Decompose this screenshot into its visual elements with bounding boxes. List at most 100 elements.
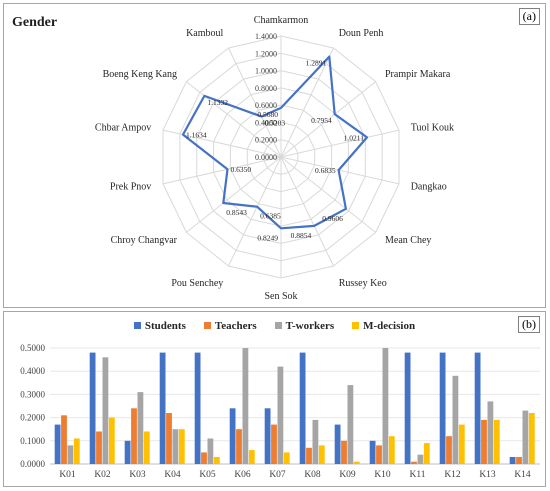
legend-swatch [203, 322, 211, 329]
radar-category-label: Chroy Changvar [111, 235, 178, 246]
radar-category-label: Russey Keo [339, 278, 387, 289]
radar-value-label: 1.1634 [186, 131, 207, 140]
radar-category-label: Kamboul [186, 28, 223, 39]
radar-category-label: Doun Penh [339, 28, 384, 39]
bar-legend: Students Teachers T-workers M-decision [4, 320, 545, 332]
radar-tick-label: 0.6000 [255, 101, 277, 110]
bar-x-tick-label: K03 [129, 470, 146, 480]
bar-m-decision-k13 [493, 419, 500, 464]
bar-teachers-k05 [201, 452, 207, 464]
bar-m-decision-k10 [388, 436, 395, 464]
bar-x-tick-label: K09 [339, 470, 356, 480]
bar-x-tick-label: K04 [164, 470, 181, 480]
bar-teachers-k09 [341, 440, 347, 464]
legend-item: M-decision [352, 320, 415, 332]
bar-t-workers-k06 [242, 348, 249, 464]
bar-y-tick-label: 0.4000 [20, 366, 45, 376]
legend-swatch [352, 322, 360, 329]
radar-spoke [228, 47, 282, 158]
bar-students-k04 [159, 352, 166, 464]
bar-y-tick-label: 0.1000 [20, 436, 45, 446]
bar-teachers-k12 [446, 436, 452, 464]
bar-teachers-k11 [411, 461, 417, 464]
bar-x-tick-label: K13 [479, 470, 496, 480]
bar-y-tick-label: 0.2000 [20, 413, 45, 423]
bar-students-k02 [89, 352, 96, 464]
bar-t-workers-k09 [347, 385, 354, 464]
bar-students-k07 [264, 408, 271, 464]
bar-x-tick-label: K05 [199, 470, 216, 480]
bar-t-workers-k08 [312, 419, 319, 464]
radar-value-label: 0.6350 [231, 165, 252, 174]
bar-teachers-k14 [516, 457, 522, 464]
bar-students-k14 [509, 457, 516, 464]
bar-students-k06 [229, 408, 236, 464]
radar-category-label: Sen Sok [264, 291, 297, 302]
radar-value-label: 1.2891 [306, 59, 327, 68]
radar-tick-label: 0.8000 [255, 84, 277, 93]
radar-tick-label: 1.2000 [255, 49, 277, 58]
bar-panel: Students Teachers T-workers M-decision (b) … [3, 311, 546, 487]
radar-spoke [280, 81, 376, 158]
bar-y-tick-label: 0.5000 [20, 343, 45, 353]
radar-tick-label: 1.4000 [255, 32, 277, 41]
bar-t-workers-k05 [207, 438, 214, 464]
bar-students-k09 [334, 424, 341, 464]
radar-spoke [186, 81, 282, 158]
bar-students-k05 [194, 352, 201, 464]
radar-spoke [228, 156, 282, 267]
radar-spoke [280, 156, 334, 267]
radar-value-label: 1.0211 [344, 133, 365, 142]
bar-m-decision-k09 [353, 461, 360, 464]
bar-x-tick-label: K06 [234, 470, 251, 480]
bar-m-decision-k12 [458, 424, 465, 464]
radar-spoke [280, 156, 400, 185]
legend-label: Students [144, 320, 186, 332]
legend-label: Teachers [214, 320, 257, 332]
bar-teachers-k04 [166, 413, 172, 464]
radar-value-label: 0.9606 [322, 214, 343, 223]
radar-category-label: Tuol Kouk [411, 122, 454, 133]
bar-m-decision-k04 [178, 429, 185, 464]
radar-category-label: Prek Pnov [110, 182, 151, 193]
bar-students-k10 [369, 440, 376, 464]
radar-category-label: Boeng Keng Kang [103, 69, 177, 80]
legend-label: M-decision [363, 320, 416, 332]
bar-students-k01 [54, 424, 61, 464]
legend-item: T-workers [274, 320, 334, 332]
bar-x-tick-label: K07 [269, 470, 286, 480]
radar-panel: Gender (a) 0.0000 0.2000 0.4000 0.6000 0.800… [3, 3, 546, 308]
panel-a-tag: (a) [518, 8, 540, 25]
radar-value-label: 0.5680 [257, 110, 278, 119]
bar-teachers-k03 [131, 408, 137, 464]
bar-t-workers-k14 [522, 410, 529, 464]
bar-chart: 0.0000 0.1000 0.2000 0.3000 0.4000 0.5000 K01 K… [20, 343, 540, 480]
radar-spoke [280, 129, 400, 158]
bar-x-tick-label: K01 [59, 470, 76, 480]
bar-students-k11 [404, 352, 411, 464]
radar-tick-label: 0.0000 [255, 153, 277, 162]
bar-students-k08 [299, 352, 306, 464]
bar-m-decision-k06 [248, 450, 255, 464]
bar-m-decision-k05 [213, 457, 220, 464]
bar-x-tick-label: K10 [374, 470, 391, 480]
bar-m-decision-k07 [283, 452, 290, 464]
bar-m-decision-k01 [73, 438, 80, 464]
bar-students-k13 [474, 352, 481, 464]
bar-x-tick-label: K11 [409, 470, 425, 480]
bar-x-tick-label: K12 [444, 470, 461, 480]
radar-category-label: Chamkarmon [254, 15, 308, 26]
radar-title: Gender [12, 15, 58, 30]
bar-teachers-k08 [306, 447, 312, 464]
radar-value-label: 0.6835 [315, 166, 336, 175]
bar-t-workers-k04 [172, 429, 179, 464]
bar-students-k12 [439, 352, 446, 464]
bar-t-workers-k07 [277, 366, 284, 464]
radar-spoke [280, 47, 334, 158]
radar-category-label: Mean Chey [385, 235, 431, 246]
bar-y-tick-label: 0.0000 [20, 459, 45, 469]
bar-m-decision-k11 [423, 443, 430, 464]
bar-t-workers-k01 [67, 445, 74, 464]
radar-value-label: 0.6385 [260, 212, 281, 221]
radar-value-label: 1.1332 [207, 98, 228, 107]
